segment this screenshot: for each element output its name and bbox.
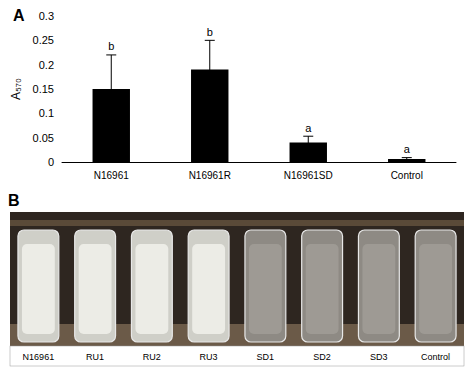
svg-text:0.25: 0.25 [33,34,54,46]
svg-text:B: B [8,192,20,209]
svg-text:0.2: 0.2 [39,59,54,71]
svg-text:0.1: 0.1 [39,107,54,119]
svg-text:SD3: SD3 [370,352,388,362]
svg-text:A: A [13,7,25,24]
svg-text:a: a [305,122,312,134]
svg-text:N16961: N16961 [23,352,55,362]
svg-text:SD1: SD1 [257,352,275,362]
svg-text:0.3: 0.3 [39,10,54,22]
svg-text:Control: Control [391,170,423,181]
svg-text:RU2: RU2 [143,352,161,362]
svg-text:A₅₇₀: A₅₇₀ [9,78,23,100]
svg-text:N16961SD: N16961SD [284,170,333,181]
svg-text:0: 0 [48,156,54,168]
svg-text:N16961R: N16961R [189,170,231,181]
svg-text:RU3: RU3 [200,352,218,362]
svg-text:a: a [404,143,411,155]
svg-text:SD2: SD2 [313,352,331,362]
svg-text:b: b [108,40,114,52]
svg-text:Control: Control [421,352,450,362]
svg-text:0.05: 0.05 [33,132,54,144]
svg-text:RU1: RU1 [86,352,104,362]
svg-text:b: b [207,26,213,38]
svg-text:N16961: N16961 [94,170,129,181]
svg-text:0.15: 0.15 [33,83,54,95]
